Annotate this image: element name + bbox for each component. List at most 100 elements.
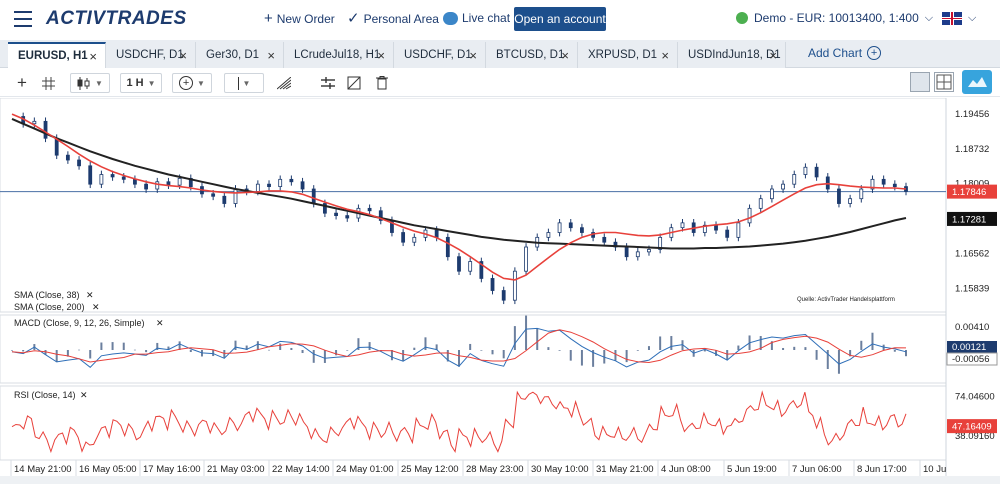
single-layout-button[interactable] [910, 72, 930, 92]
x-tick-label: 7 Jun 06:00 [792, 464, 842, 475]
candle-body [267, 183, 271, 187]
tab-0[interactable]: EURUSD, H1 × [8, 42, 106, 68]
candle-body [121, 176, 126, 180]
tab-3[interactable]: LCrudeJul18, H1 × [284, 42, 394, 68]
tab-1[interactable]: USDCHF, D1 × [106, 42, 196, 68]
close-tab-icon[interactable]: × [769, 47, 777, 63]
tab-2[interactable]: Ger30, D1 × [196, 42, 284, 68]
macd-histogram-bar [145, 350, 148, 353]
drawing-tools-dropdown[interactable]: ▼ [224, 73, 264, 93]
macd-histogram-bar [625, 350, 628, 363]
plus-circle-icon: + [867, 46, 882, 60]
candle-body [300, 181, 305, 190]
tab-4[interactable]: USDCHF, D1 × [394, 42, 486, 68]
close-tab-icon[interactable]: × [89, 48, 97, 64]
candle-body [43, 120, 48, 139]
macd-value-label: 0.00121 [952, 342, 986, 353]
compare-icon[interactable] [318, 73, 338, 93]
open-account-button[interactable]: Open an account [514, 7, 606, 31]
tab-7[interactable]: USDIndJun18, D1 × [678, 42, 786, 68]
personal-area-button[interactable]: ✓ Personal Area [347, 11, 439, 26]
timeframe-dropdown[interactable]: 1 H ▼ [120, 73, 162, 93]
tab-5[interactable]: BTCUSD, D1 × [486, 42, 578, 68]
x-tick-label: 14 May 21:00 [14, 464, 72, 475]
candle-body [848, 198, 853, 204]
candle-body [546, 232, 551, 238]
trash-icon[interactable] [372, 73, 392, 93]
candle-body [512, 270, 517, 301]
bottom-scrollbar[interactable] [0, 476, 1000, 484]
current-price-badge [947, 184, 997, 199]
live-chat-button[interactable]: Live chat [443, 11, 510, 25]
candle-body [479, 261, 484, 279]
new-order-button[interactable]: + New Order [264, 11, 335, 26]
close-tab-icon[interactable]: × [469, 47, 477, 63]
grid-layout-icon[interactable] [934, 72, 954, 92]
account-selector[interactable]: Demo - EUR: 10013400, 1:400 ⌵ [736, 11, 933, 25]
tab-label: USDIndJun18, D1 [688, 49, 781, 61]
add-chart-button[interactable]: Add Chart + [808, 46, 882, 60]
macd-histogram-bar [849, 350, 852, 357]
grid-icon[interactable] [38, 73, 58, 93]
fibonacci-icon[interactable] [274, 73, 294, 93]
account-label: Demo - EUR: 10013400, 1:400 [754, 11, 919, 25]
rsi-line [11, 390, 907, 454]
uk-flag-icon[interactable] [942, 12, 962, 25]
close-tab-icon[interactable]: × [179, 47, 187, 63]
language-chevron-icon[interactable]: ⌵ [968, 12, 977, 24]
tab-label: LCrudeJul18, H1 [294, 49, 381, 61]
macd-value-badge [947, 341, 997, 353]
tab-6[interactable]: XRPUSD, D1 × [578, 42, 678, 68]
macd-histogram-bar [860, 340, 863, 350]
candle-body [680, 222, 685, 229]
chart-tabs: EURUSD, H1 × USDCHF, D1 × Ger30, D1 × LCrudeJu… [0, 40, 1000, 68]
line-tool-icon [237, 76, 239, 90]
chart-area[interactable]: 1.19456 1.18732 1.18009 1.17281 1.16562 1.158… [0, 97, 1000, 476]
macd-signal-line [11, 329, 907, 364]
chat-icon [443, 11, 458, 25]
indicators-dropdown[interactable]: + ▼ [172, 73, 212, 93]
x-tick-label: 21 May 03:00 [207, 464, 265, 475]
crosshair-icon[interactable]: + [17, 73, 27, 92]
templates-icon[interactable] [344, 73, 364, 93]
candle-body [434, 229, 439, 238]
candle-body [870, 178, 875, 190]
macd-histogram-bar [89, 350, 92, 359]
source-note: Quelle: ActivTrader Handelsplattform [797, 297, 895, 303]
candle-body [311, 188, 316, 204]
status-dot-icon [736, 12, 748, 24]
macd-histogram-bar [469, 343, 472, 350]
candle-body [166, 181, 171, 186]
macd-histogram-bar [290, 347, 293, 350]
macd-histogram-bar [55, 350, 58, 363]
candle-body [88, 165, 93, 185]
close-tab-icon[interactable]: × [561, 47, 569, 63]
timeframe-label: 1 H [126, 77, 144, 89]
menu-icon[interactable] [14, 11, 32, 27]
close-tab-icon[interactable]: × [377, 47, 385, 63]
x-tick-label: 5 Jun 19:00 [727, 464, 777, 475]
candle-body [714, 224, 718, 231]
macd-histogram-bar [893, 350, 896, 352]
close-tab-icon[interactable]: × [661, 47, 669, 63]
macd-histogram-bar [335, 350, 338, 356]
macd-histogram-bar [167, 346, 170, 350]
close-tab-icon[interactable]: × [267, 47, 275, 63]
candle-body [892, 183, 897, 187]
macd-histogram-bar [346, 350, 349, 351]
x-tick-label: 22 May 14:00 [272, 464, 330, 475]
chart-type-dropdown[interactable]: ▼ [70, 73, 110, 93]
checkmark-icon: ✓ [347, 10, 360, 27]
candle-body [177, 177, 182, 186]
macd-histogram-bar [547, 347, 550, 350]
macd-histogram-bar [178, 341, 181, 350]
candle-body [345, 215, 350, 219]
candle-body [881, 178, 886, 185]
cloud-icon[interactable] [962, 70, 992, 94]
chart-svg[interactable]: 1.19456 1.18732 1.18009 1.17281 1.16562 1.158… [0, 97, 1000, 476]
candle-body [133, 178, 137, 185]
current-price-label: 1.17846 [952, 187, 986, 198]
candle-body [758, 198, 763, 209]
candle-body [99, 174, 104, 185]
macd-histogram-bar [268, 349, 271, 351]
